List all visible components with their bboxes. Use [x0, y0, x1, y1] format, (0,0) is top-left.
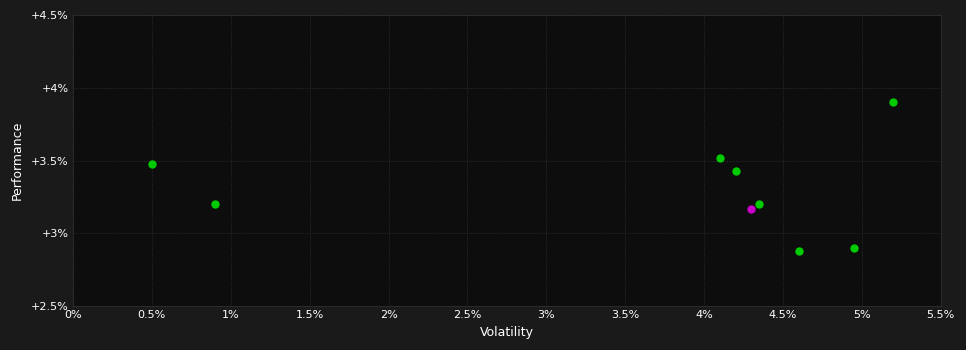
X-axis label: Volatility: Volatility	[480, 326, 534, 339]
Y-axis label: Performance: Performance	[12, 121, 24, 200]
